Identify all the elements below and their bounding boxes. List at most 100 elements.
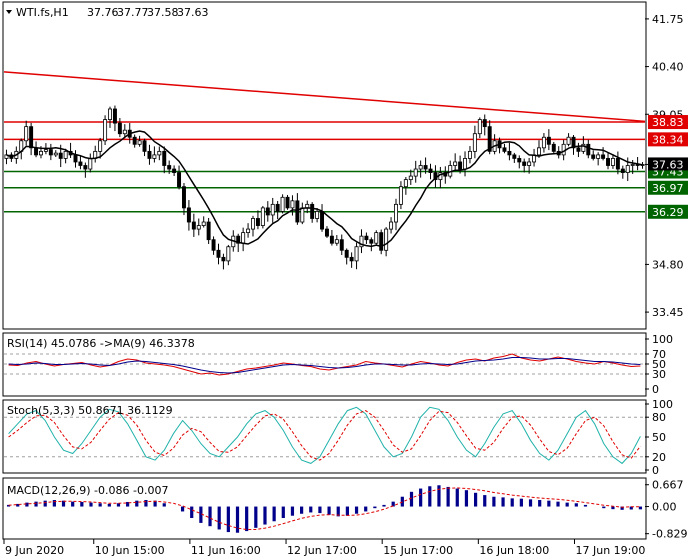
macd-tick-label: 0.00: [652, 501, 677, 514]
candle-body: [354, 246, 359, 262]
axis-tick-label: 0: [652, 464, 659, 477]
candle-body: [251, 218, 255, 230]
candle-body: [260, 207, 265, 226]
candle-body: [147, 150, 152, 159]
level-tag-label: 38.83: [652, 116, 684, 129]
ohlc-low: 37.58: [147, 6, 179, 19]
candle-body: [551, 143, 556, 152]
candle-body: [226, 246, 231, 262]
candle-body: [290, 200, 295, 209]
candle-body: [132, 136, 137, 145]
candle-body: [561, 143, 566, 156]
candle-body: [280, 196, 285, 212]
time-tick-label: 16 Jun 18:00: [479, 544, 549, 557]
candle-body: [502, 147, 507, 152]
axis-tick-label: 0: [652, 383, 659, 396]
time-tick-label: 11 Jun 16:00: [191, 544, 261, 557]
candle-body: [122, 129, 127, 135]
candle-body: [152, 154, 157, 159]
candle-body: [285, 196, 290, 209]
rsi-title: RSI(14) 45.0786 ->MA(9) 46.3378: [7, 337, 195, 350]
candle-body: [177, 172, 182, 188]
price-panel-frame: [2, 1, 647, 330]
candle-body: [334, 239, 339, 244]
candle-body: [4, 154, 9, 159]
candle-body: [349, 256, 354, 262]
candle-body: [310, 203, 315, 219]
candle-body: [196, 225, 201, 230]
candle-body: [423, 165, 428, 170]
candle-body: [329, 235, 334, 244]
macd-signal-line: [8, 487, 641, 530]
axis-tick-label: 80: [652, 411, 666, 424]
candle-body: [591, 154, 596, 159]
candle-body: [576, 147, 581, 152]
candle-body: [108, 108, 112, 120]
candle-body: [428, 168, 433, 173]
collapse-triangle-icon[interactable]: [6, 10, 12, 14]
axis-tick-label: 70: [652, 348, 666, 361]
level-tag-36.97: [648, 180, 688, 195]
macd-title: MACD(12,26,9) -0.086 -0.007: [7, 484, 168, 497]
stoch-lines-group: [8, 406, 641, 465]
candle-body: [610, 158, 615, 166]
time-tick-label: 10 Jun 15:00: [95, 544, 165, 557]
candle-body: [216, 249, 221, 258]
candle-body: [295, 200, 300, 223]
candle-body: [408, 175, 413, 181]
level-tag-36.29: [648, 204, 688, 219]
macd-tick-label: -0.829: [652, 528, 687, 541]
time-tick-label: 17 Jun 19:00: [575, 544, 645, 557]
candle-body: [546, 136, 551, 145]
rsi-lines-group: [8, 353, 641, 376]
candle-body: [522, 161, 527, 166]
candle-body: [181, 186, 186, 209]
candle-body: [615, 158, 620, 170]
candle-body: [265, 207, 270, 216]
candle-body: [477, 119, 482, 135]
candle-body: [379, 232, 384, 251]
axis-tick-label: 50: [652, 431, 666, 444]
candle-body: [167, 165, 172, 170]
candle-body: [359, 235, 364, 248]
candle-body: [78, 161, 83, 166]
candle-body: [255, 218, 260, 226]
candle-body: [467, 150, 472, 159]
trendline: [3, 71, 646, 123]
candle-body: [458, 161, 463, 170]
axis-tick-label: 100: [652, 398, 673, 411]
time-axis-group: 9 Jun 2020 10 Jun 15:00 11 Jun 16:00 12 Jun…: [3, 539, 645, 557]
candle-body: [315, 211, 320, 219]
level-tag-label: 36.97: [652, 182, 684, 195]
candle-body: [221, 256, 226, 262]
price-ma-group: [6, 130, 643, 248]
candle-body: [270, 203, 275, 216]
candle-body: [53, 152, 58, 156]
candle-body: [472, 133, 477, 152]
candle-body: [172, 168, 177, 173]
price-tick-label: 33.45: [652, 306, 684, 319]
candle-body: [418, 165, 423, 170]
candle-body: [541, 136, 546, 149]
macd-panel-frame: [2, 477, 647, 540]
level-tag-label: 38.34: [652, 133, 684, 146]
level-tag-38.34: [648, 132, 688, 147]
candle-body: [601, 154, 606, 159]
candle-body: [596, 154, 601, 159]
ohlc-open: 37.76: [87, 6, 119, 19]
candle-body: [29, 126, 34, 149]
ohlc-close: 37.63: [177, 6, 209, 19]
macd-axis-group: 0.667 0.00 -0.829: [645, 479, 687, 541]
candle-body: [374, 232, 379, 244]
candle-body: [241, 232, 246, 244]
candle-body: [581, 143, 586, 152]
candle-body: [236, 235, 241, 244]
price-tick-label: 40.40: [652, 61, 684, 74]
candle-body: [571, 136, 576, 149]
price-tick-label: 41.75: [652, 13, 684, 26]
candle-body: [34, 147, 39, 156]
candle-body: [344, 249, 349, 258]
